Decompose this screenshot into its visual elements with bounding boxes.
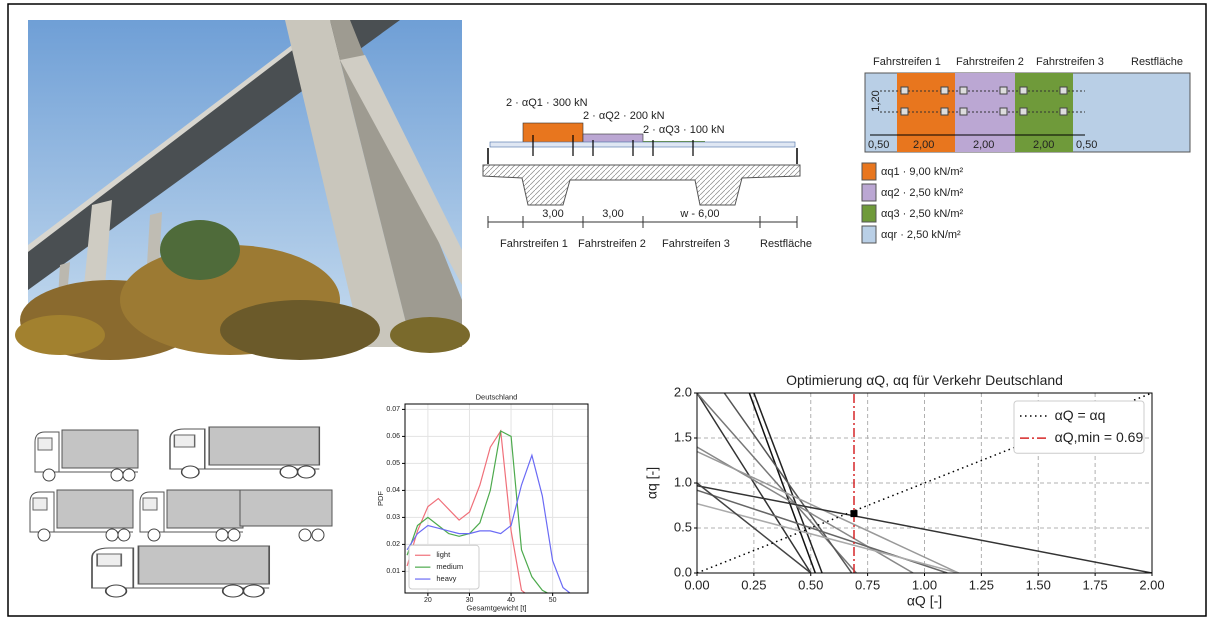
y-tick-label: 0.0 <box>674 564 692 579</box>
width-label: 0,50 <box>1076 139 1097 151</box>
page: 2 · αQ1 · 300 kN 2 · αQ2 · 200 kN 2 · αQ… <box>0 0 1216 619</box>
figure: 2 · αQ1 · 300 kN 2 · αQ2 · 200 kN 2 · αQ… <box>0 0 1216 619</box>
dimension: w - 6,00 <box>679 208 719 220</box>
lane-label: Restfläche <box>760 238 812 250</box>
width-label: 2,00 <box>973 139 994 151</box>
x-tick-label: 1.25 <box>969 577 994 592</box>
lane-header: Fahrstreifen 2 <box>956 56 1024 68</box>
truck <box>30 490 133 541</box>
width-label: 0,50 <box>868 139 889 151</box>
x-tick-label: 50 <box>549 597 557 604</box>
truck-types <box>30 427 332 597</box>
y-tick-label: 2.0 <box>674 384 692 399</box>
dimension: 3,00 <box>602 208 623 220</box>
truck <box>170 427 319 478</box>
y-tick-label: 1.0 <box>674 474 692 489</box>
load-model: 2 · αQ1 · 300 kN 2 · αQ2 · 200 kN 2 · αQ… <box>483 97 812 250</box>
lane-label: Fahrstreifen 1 <box>500 238 568 250</box>
load-label: 2 · αQ2 · 200 kN <box>583 110 665 122</box>
y-tick-label: 0.02 <box>386 541 400 548</box>
x-tick-label: 2.00 <box>1139 577 1164 592</box>
y-tick-label: 0.07 <box>386 406 400 413</box>
x-tick-label: 1.75 <box>1082 577 1107 592</box>
y-tick-label: 0.03 <box>386 514 400 521</box>
bridge-photo <box>15 20 470 360</box>
lane-label: Fahrstreifen 3 <box>662 238 730 250</box>
x-tick-label: 20 <box>424 597 432 604</box>
dimension: 3,00 <box>542 208 563 220</box>
load-label: 2 · αQ3 · 100 kN <box>643 124 725 136</box>
point <box>850 510 857 517</box>
legend-label: medium <box>436 562 463 571</box>
x-tick-label: 0.25 <box>741 577 766 592</box>
legend-swatch <box>862 205 876 222</box>
y-axis-label: αq [-] <box>644 467 660 499</box>
y-tick-label: 0.5 <box>674 519 692 534</box>
x-axis-label: Gesamtgewicht [t] <box>466 603 526 612</box>
y-axis-label: PDF <box>376 491 385 506</box>
height-label: 1,20 <box>870 90 882 111</box>
lane-plan: Fahrstreifen 1 Fahrstreifen 2 Fahrstreif… <box>862 56 1190 243</box>
legend-label: αq1 · 9,00 kN/m² <box>881 166 963 178</box>
width-label: 2,00 <box>913 139 934 151</box>
x-axis-label: αQ [-] <box>907 592 942 608</box>
legend-swatch <box>862 184 876 201</box>
lane-header: Restfläche <box>1131 56 1183 68</box>
legend-swatch <box>862 226 876 243</box>
truck <box>140 490 243 541</box>
x-tick-label: 1.00 <box>912 577 937 592</box>
y-tick-label: 0.04 <box>386 487 400 494</box>
y-tick-label: 0.05 <box>386 460 400 467</box>
lane-label: Fahrstreifen 2 <box>578 238 646 250</box>
legend-label: αqr · 2,50 kN/m² <box>881 229 961 241</box>
trailer <box>240 490 332 526</box>
legend-swatch <box>862 163 876 180</box>
legend-label: αQ = αq <box>1055 407 1106 423</box>
x-tick-label: 0.75 <box>855 577 880 592</box>
lane-legend: αq1 · 9,00 kN/m² αq2 · 2,50 kN/m² αq3 · 2,… <box>862 163 963 243</box>
chart-title: Optimierung αQ, αq für Verkehr Deutschla… <box>786 372 1063 388</box>
y-tick-label: 0.01 <box>386 568 400 575</box>
y-tick-label: 1.5 <box>674 429 692 444</box>
width-label: 2,00 <box>1033 139 1054 151</box>
x-tick-label: 1.50 <box>1026 577 1051 592</box>
legend-label: αq3 · 2,50 kN/m² <box>881 208 963 220</box>
load-label: 2 · αQ1 · 300 kN <box>506 97 588 109</box>
x-tick-label: 0.50 <box>798 577 823 592</box>
truck <box>35 430 138 481</box>
legend-label: αq2 · 2,50 kN/m² <box>881 187 963 199</box>
y-tick-label: 0.06 <box>386 433 400 440</box>
lane-header: Fahrstreifen 3 <box>1036 56 1104 68</box>
legend-label: αQ,min = 0.69 <box>1055 429 1144 445</box>
lane-header: Fahrstreifen 1 <box>873 56 941 68</box>
chart-title: Deutschland <box>476 393 518 402</box>
legend-label: heavy <box>436 574 456 583</box>
legend-label: light <box>436 550 451 559</box>
truck <box>92 546 269 597</box>
x-tick-label: 0.00 <box>684 577 709 592</box>
